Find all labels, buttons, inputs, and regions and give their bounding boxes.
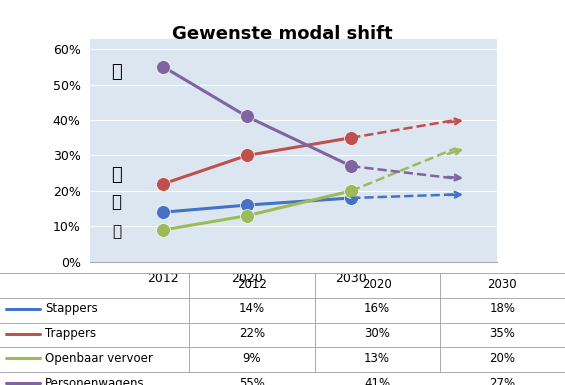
Text: Trappers: Trappers xyxy=(45,327,96,340)
Text: 41%: 41% xyxy=(364,377,390,385)
Text: 35%: 35% xyxy=(489,327,515,340)
Text: 2030: 2030 xyxy=(488,278,517,291)
Text: 🚶: 🚶 xyxy=(111,193,121,211)
Text: 9%: 9% xyxy=(243,352,261,365)
Text: Personenwagens: Personenwagens xyxy=(45,377,145,385)
Text: Stappers: Stappers xyxy=(45,302,98,315)
Text: 2012: 2012 xyxy=(237,278,267,291)
Text: Openbaar vervoer: Openbaar vervoer xyxy=(45,352,153,365)
Text: 18%: 18% xyxy=(489,302,515,315)
Text: 🚲: 🚲 xyxy=(111,166,122,184)
Text: Gewenste modal shift: Gewenste modal shift xyxy=(172,25,393,43)
Text: 27%: 27% xyxy=(489,377,515,385)
Text: 13%: 13% xyxy=(364,352,390,365)
Text: 2020: 2020 xyxy=(362,278,392,291)
Text: 14%: 14% xyxy=(239,302,265,315)
Text: 20%: 20% xyxy=(489,352,515,365)
Text: 🚗: 🚗 xyxy=(111,63,122,81)
Text: 30%: 30% xyxy=(364,327,390,340)
Text: 55%: 55% xyxy=(239,377,265,385)
Text: 22%: 22% xyxy=(239,327,265,340)
Text: 16%: 16% xyxy=(364,302,390,315)
Text: 🚌: 🚌 xyxy=(112,224,121,239)
